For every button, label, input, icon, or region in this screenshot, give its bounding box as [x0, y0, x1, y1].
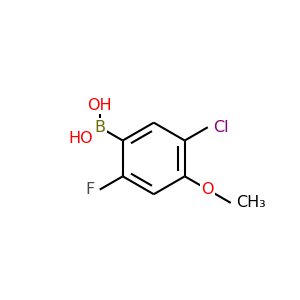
Text: CH₃: CH₃	[236, 195, 266, 210]
Text: Cl: Cl	[214, 120, 229, 135]
Text: O: O	[202, 182, 214, 197]
Text: OH: OH	[87, 98, 112, 113]
Text: HO: HO	[69, 130, 93, 146]
Text: B: B	[94, 120, 105, 135]
Text: F: F	[86, 182, 95, 197]
